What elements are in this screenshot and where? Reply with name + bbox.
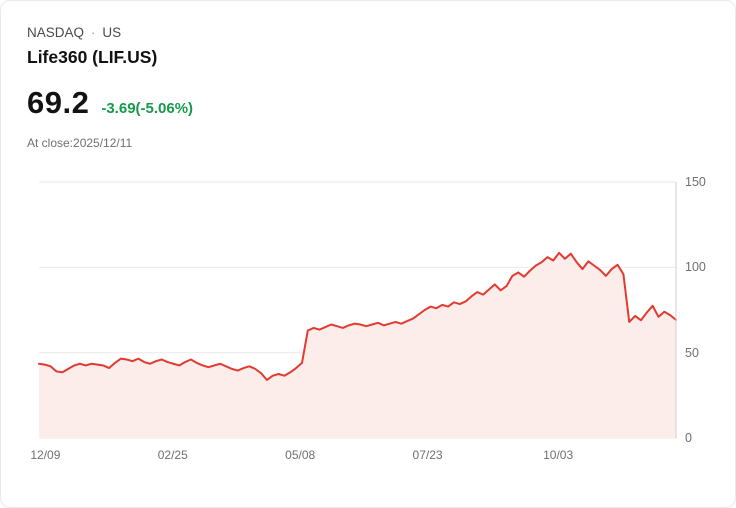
area-fill [39,252,676,438]
y-axis: 0 50 100 150 [685,175,715,445]
y-axis-label: 50 [685,345,699,360]
price-chart[interactable]: 0 50 100 150 12/09 02/25 05/08 07/23 10/03 [30,175,706,462]
dot-separator: · [91,25,96,40]
region-label: US [102,25,122,40]
x-axis-label: 10/03 [543,448,574,462]
y-axis-label: 100 [685,260,706,275]
price-chart-svg[interactable] [39,182,676,438]
current-price: 69.2 [27,85,90,120]
exchange-info: NASDAQ · US [27,25,709,40]
price-line [39,253,676,380]
price-row: 69.2 -3.69(-5.06%) [27,85,709,121]
quote-header: NASDAQ · US Life360 (LIF.US) 69.2 -3.69(… [1,1,735,150]
close-time: At close:2025/12/11 [27,136,133,150]
x-axis-label: 05/08 [285,448,316,462]
y-axis-label: 150 [685,175,706,189]
x-axis-label: 12/09 [30,448,61,462]
y-axis-label: 0 [685,431,692,445]
x-axis-label: 07/23 [412,448,443,462]
x-axis: 12/09 02/25 05/08 07/23 10/03 [30,438,676,464]
price-change: -3.69(-5.06%) [101,100,194,117]
stock-title: Life360 (LIF.US) [27,47,158,67]
x-axis-label: 02/25 [157,448,188,462]
exchange-label: NASDAQ [27,25,85,40]
